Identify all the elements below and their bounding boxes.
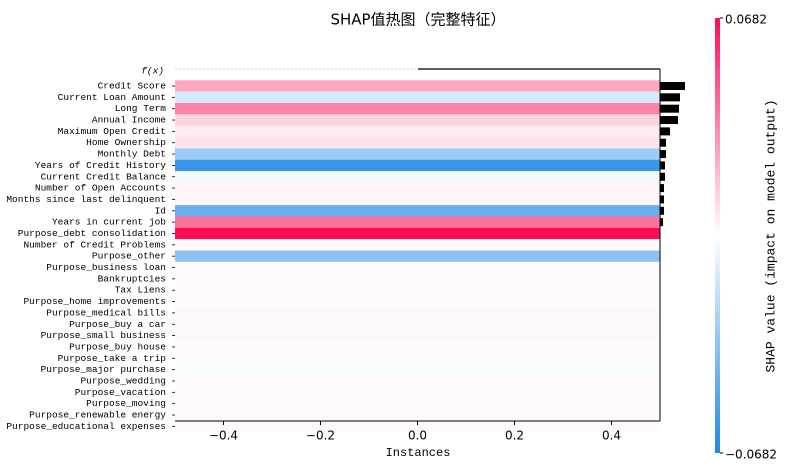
heat-cell (175, 159, 660, 172)
feature-label: Id (155, 205, 166, 216)
heat-cell (175, 216, 660, 228)
heat-cell (175, 239, 660, 251)
heat-cell (175, 80, 660, 92)
feature-label: Purpose_major purchase (41, 364, 167, 375)
feature-label: Annual Income (92, 115, 166, 126)
feature-label: Purpose_home improvements (23, 296, 166, 307)
heat-cell (175, 420, 660, 433)
feature-label: Months since last delinquent (6, 194, 166, 205)
heat-cell (175, 341, 660, 353)
importance-bar (660, 161, 665, 170)
x-tick-label: 0.4 (602, 429, 621, 443)
feature-label: Years in current job (52, 217, 166, 228)
heat-cell (175, 193, 660, 206)
feature-label: Bankruptcies (98, 273, 166, 284)
importance-bar (660, 104, 679, 113)
heat-cell (175, 182, 660, 194)
importance-bar (660, 218, 663, 227)
importance-bar (660, 127, 670, 136)
feature-label: Purpose_small business (41, 330, 166, 341)
heat-cell (175, 205, 660, 217)
fx-label: f(x) (141, 66, 164, 77)
heat-cell (175, 409, 660, 421)
heat-cell (175, 103, 660, 115)
feature-label: Tax Liens (115, 285, 166, 296)
importance-bar (660, 172, 665, 181)
x-axis-label: Instances (386, 446, 451, 460)
feature-label: Number of Credit Problems (23, 239, 166, 250)
feature-label: Purpose_other (92, 251, 166, 262)
heat-cell (175, 137, 660, 149)
colorbar (715, 18, 720, 453)
feature-label: Number of Open Accounts (35, 183, 166, 194)
x-tick-label: −0.4 (209, 429, 238, 443)
x-tick-label: 0.0 (408, 429, 427, 443)
x-tick-label: −0.2 (306, 429, 335, 443)
feature-label: Purpose_renewable energy (29, 410, 166, 421)
feature-label: Purpose_buy house (69, 341, 166, 352)
chart-title: SHAP值热图（完整特征） (330, 11, 505, 29)
feature-label: Purpose_medical bills (46, 307, 166, 318)
feature-label: Current Loan Amount (58, 92, 166, 103)
colorbar-tick-label: 0.0682 (725, 13, 767, 27)
heat-cell (175, 125, 660, 138)
feature-label: Long Term (115, 103, 167, 114)
feature-label: Purpose_business loan (46, 262, 166, 273)
heat-cell (175, 352, 660, 364)
x-tick-label: 0.2 (505, 429, 524, 443)
heat-cell (175, 148, 660, 160)
importance-bar (660, 82, 685, 90)
feature-label: Purpose_debt consolidation (18, 228, 166, 239)
feature-label: Years of Credit History (35, 160, 166, 171)
heat-cell (175, 91, 660, 104)
colorbar-tick-label: −0.0682 (725, 448, 777, 462)
heat-cell (175, 284, 660, 296)
heat-cell (175, 397, 660, 410)
importance-bar (660, 93, 680, 102)
feature-label: Purpose_moving (86, 398, 166, 409)
feature-label: Purpose_vacation (75, 387, 166, 398)
heat-cell (175, 273, 660, 285)
feature-label: Purpose_take a trip (58, 353, 167, 364)
importance-bar (660, 150, 666, 159)
colorbar-label: SHAP value (impact on model output) (763, 99, 778, 372)
feature-label: Home Ownership (86, 137, 166, 148)
importance-bar (660, 195, 664, 204)
feature-label: Monthly Debt (98, 149, 166, 160)
heat-cell (175, 261, 660, 274)
heat-cell (175, 375, 660, 387)
feature-label: Current Credit Balance (41, 171, 167, 182)
heat-cell (175, 386, 660, 398)
heat-cell (175, 114, 660, 126)
heat-cell (175, 295, 660, 308)
importance-bar (660, 138, 666, 147)
heat-cell (175, 307, 660, 319)
feature-label: Purpose_buy a car (69, 319, 166, 330)
importance-bar (660, 184, 664, 193)
heat-cell (175, 329, 660, 342)
heat-cell (175, 318, 660, 330)
importance-bar (660, 116, 678, 125)
heat-cell (175, 227, 660, 240)
heat-cell (175, 250, 660, 262)
feature-label: Maximum Open Credit (58, 126, 166, 137)
heat-cell (175, 171, 660, 183)
heat-cell (175, 363, 660, 376)
feature-label: Purpose_educational expenses (6, 421, 166, 432)
importance-bar (660, 206, 664, 215)
feature-label: Credit Score (98, 81, 167, 92)
feature-label: Purpose_wedding (80, 375, 166, 386)
